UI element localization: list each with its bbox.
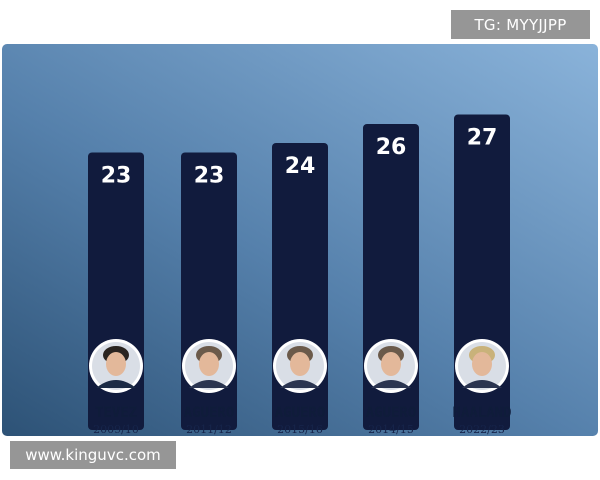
bar-chart: 23 TEVEZ 2009/10 23 AGUERO 2011/12 24 AGUERO 201… bbox=[88, 114, 512, 436]
season-label: 2015/16 bbox=[277, 423, 323, 436]
player-name-label: AGUERO bbox=[275, 405, 326, 421]
player-name-label: HAALAND bbox=[452, 405, 511, 421]
player-avatar-icon bbox=[182, 339, 236, 393]
watermark-bottom: www.kinguvc.com bbox=[10, 441, 176, 469]
chart-panel: 23 TEVEZ 2009/10 23 AGUERO 2011/12 24 AGUERO 201… bbox=[2, 44, 598, 436]
bar-value-label: 23 bbox=[101, 164, 132, 189]
bar-value-label: 26 bbox=[376, 135, 407, 160]
season-label: 2009/10 bbox=[93, 423, 139, 436]
player-name-label: AGUERO bbox=[366, 405, 417, 421]
bar-value-label: 23 bbox=[194, 164, 225, 189]
player-avatar-icon bbox=[364, 339, 418, 393]
watermark-top: TG: MYYJJPP bbox=[451, 10, 590, 39]
player-avatar-icon bbox=[89, 339, 143, 393]
player-name-label: AGUERO bbox=[184, 405, 235, 421]
player-avatar-icon bbox=[273, 339, 327, 393]
season-label: 2022/23 bbox=[459, 423, 505, 436]
bar-value-label: 27 bbox=[467, 126, 498, 151]
player-name-label: TEVEZ bbox=[95, 405, 137, 421]
season-label: 2014/15 bbox=[368, 423, 414, 436]
player-avatar-icon bbox=[455, 339, 509, 393]
bar-value-label: 24 bbox=[285, 154, 316, 179]
season-label: 2011/12 bbox=[186, 423, 232, 436]
